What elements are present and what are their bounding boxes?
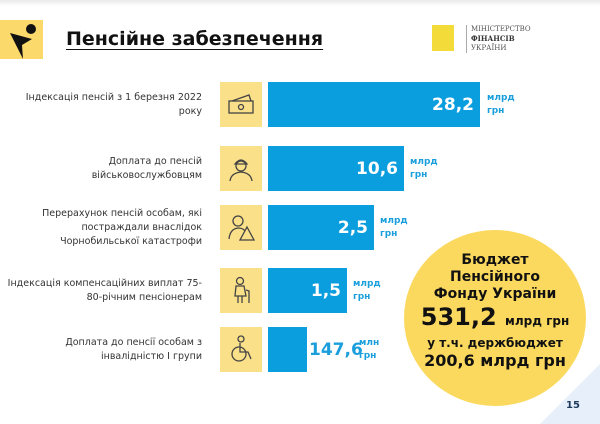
value-unit: млрд грн xyxy=(380,215,408,239)
soldier-icon xyxy=(220,146,262,191)
value-bar xyxy=(268,327,307,372)
row-label: Доплата до пенсії особам з інвалідністю … xyxy=(65,336,202,362)
value-unit: млрд грн xyxy=(410,156,438,180)
value-unit: млрд грн xyxy=(487,92,515,116)
value-unit: млн грн xyxy=(359,337,380,361)
page-number: 15 xyxy=(566,400,580,411)
elderly-person-icon xyxy=(220,268,262,313)
list-item: Доплата до пенсії особам з інвалідністю … xyxy=(0,327,600,372)
row-label: Індексація компенсаційних виплат 75-80-р… xyxy=(7,277,202,303)
page-title: Пенсійне забезпечення xyxy=(66,28,324,50)
wheelchair-icon xyxy=(220,327,262,372)
corner-decoration xyxy=(540,364,600,424)
value-label: 147,6 xyxy=(309,339,363,360)
value-bar: 28,2 xyxy=(268,82,480,127)
list-item: Індексація пенсій з 1 березня 2022 року … xyxy=(0,82,600,127)
value-bar: 10,6 xyxy=(268,146,404,191)
brand-logo xyxy=(0,20,43,59)
row-label: Індексація пенсій з 1 березня 2022 року xyxy=(25,91,202,117)
pension-fund-budget-badge: Бюджет Пенсійного Фонду України 531,2 млрд… xyxy=(404,230,586,406)
ministry-name: МІНІСТЕРСТВО ФІНАНСІВ УКРАЇНИ xyxy=(466,25,531,53)
row-label: Доплата до пенсій військовослужбовцям xyxy=(91,155,202,181)
list-item: Перерахунок пенсій особам, які постражда… xyxy=(0,205,600,250)
row-label: Перерахунок пенсій особам, які постражда… xyxy=(42,207,202,247)
list-item: Індексація компенсаційних виплат 75-80-р… xyxy=(0,268,600,313)
radiation-person-icon xyxy=(220,205,262,250)
value-bar: 1,5 xyxy=(268,268,347,313)
money-icon xyxy=(220,82,262,127)
top-shadow xyxy=(0,0,600,6)
value-unit: млрд грн xyxy=(353,278,381,302)
list-item: Доплата до пенсій військовослужбовцям 10… xyxy=(0,146,600,191)
value-bar: 2,5 xyxy=(268,205,374,250)
ministry-emblem-icon xyxy=(432,25,454,51)
